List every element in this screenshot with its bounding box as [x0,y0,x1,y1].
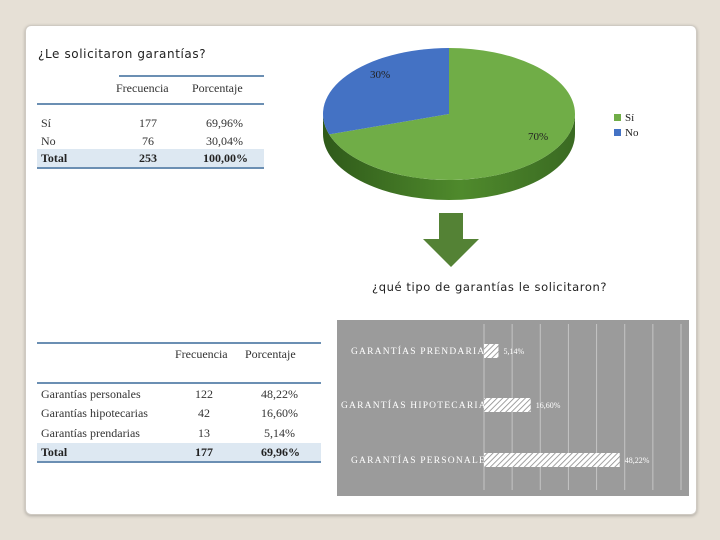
row-total-frequency-2: 177 [195,445,213,459]
header-bottom-line [37,103,264,105]
header-frequency: Frecuencia [116,81,169,95]
pie-label-no: 30% [370,69,390,81]
row-mortgage-label: Garantías hipotecarias [41,406,148,420]
header-top-line [119,75,264,77]
header-percentage-2: Porcentaje [245,347,296,361]
question-title-2: ¿qué tipo de garantías le solicitaron? [372,280,608,294]
row-personal-frequency: 122 [195,387,213,401]
row-yes-frequency: 177 [139,116,157,130]
row-yes-label: Sí [41,116,52,130]
bar-value-mortgage: 16,60% [536,401,561,410]
legend-item-yes: Sí [614,110,638,125]
bar-category-pledge: GARANTÍAS PRENDARIAS [351,345,492,357]
pie-slice-yes [329,48,575,180]
row-total-percentage-2: 69,96% [261,445,300,459]
header-percentage: Porcentaje [192,81,243,95]
legend-swatch-no [614,129,621,136]
row-pledge-frequency: 13 [198,426,210,440]
total-row-background [37,149,264,167]
bar-value-pledge: 5,14% [503,347,524,356]
bar-chart: GARANTÍAS PRENDARIAS GARANTÍAS HIPOTECAR… [337,320,689,496]
legend-label-no: No [625,126,639,139]
row-no-frequency: 76 [142,134,154,148]
table-bottom-line [37,167,264,169]
pie-label-yes: 70% [528,131,548,143]
row-total-label: Total [41,151,68,165]
row-total-label-2: Total [41,445,68,459]
pie-legend: Sí No [614,110,638,140]
row-no-percentage: 30,04% [206,134,243,148]
bar-value-personal: 48,22% [625,456,650,465]
total-row-background-2 [37,443,321,461]
pie-chart: 30% 70% [323,48,575,200]
down-arrow-icon [423,213,479,267]
row-pledge-percentage: 5,14% [264,426,295,440]
row-personal-label: Garantías personales [41,387,141,401]
row-mortgage-frequency: 42 [198,406,210,420]
row-mortgage-percentage: 16,60% [261,406,298,420]
row-pledge-label: Garantías prendarias [41,426,140,440]
bar-mortgage [484,398,531,412]
row-yes-percentage: 69,96% [206,116,243,130]
row-total-percentage: 100,00% [203,151,248,165]
row-personal-percentage: 48,22% [261,387,298,401]
pie-side-wall [323,114,575,200]
header-frequency-2: Frecuencia [175,347,228,361]
legend-item-no: No [614,125,638,140]
table-bottom-line-2 [37,461,321,463]
pie-slice-no [323,48,449,135]
bar-pledge [484,344,499,358]
header-bottom-line-2 [37,382,321,384]
bar-category-personal: GARANTÍAS PERSONALES [351,454,492,466]
legend-swatch-yes [614,114,621,121]
row-total-frequency: 253 [139,151,157,165]
row-no-label: No [41,134,56,148]
guarantee-type-table: Frecuencia Porcentaje Garantías personal… [37,342,321,464]
guarantee-requested-table: Frecuencia Porcentaje Sí 177 69,96% No 7… [37,75,264,170]
header-top-line-2 [37,342,321,344]
legend-label-yes: Sí [625,111,635,124]
question-title-1: ¿Le solicitaron garantías? [38,47,207,61]
bar-personal [484,453,620,467]
bar-category-mortgage: GARANTÍAS HIPOTECARIAS [341,399,493,411]
